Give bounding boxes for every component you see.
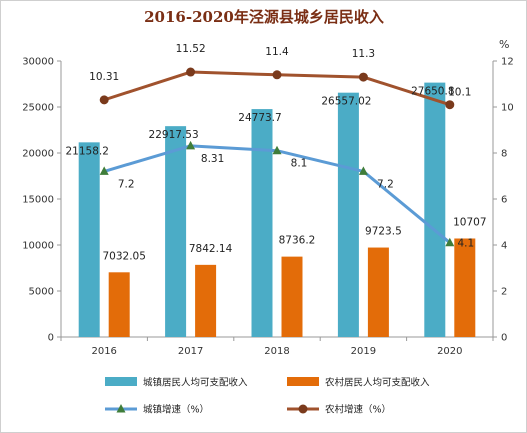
- y-right-tick-label: 4: [501, 241, 507, 252]
- y-left-tick-label: 5000: [29, 287, 54, 298]
- bar-urban: [165, 126, 187, 337]
- x-tick-label: 2016: [91, 346, 116, 357]
- rural-growth-marker: [99, 95, 109, 105]
- urban-growth-label: 7.2: [377, 178, 394, 190]
- rural-growth-label: 10.31: [89, 71, 119, 83]
- lines: [99, 67, 455, 247]
- bar-data-label: 7032.05: [102, 250, 145, 262]
- rural-growth-marker: [445, 100, 455, 110]
- rural-growth-label: 11.3: [352, 48, 375, 60]
- y-right-tick-label: 2: [501, 287, 507, 298]
- legend-label: 农村居民人均可支配收入: [325, 377, 430, 389]
- urban-growth-marker: [272, 145, 282, 155]
- urban-growth-label: 7.2: [118, 178, 135, 190]
- y-left-tick-label: 20000: [22, 149, 54, 160]
- bar-rural: [195, 264, 217, 337]
- y-left-tick-label: 10000: [22, 241, 54, 252]
- data-labels: 21158.2 22917.53 24773.7 26557.02 27650.8 703…: [65, 43, 486, 262]
- bar-urban: [78, 142, 100, 337]
- bar-data-label: 8736.2: [279, 235, 316, 247]
- axes: 0 5000 10000 15000 20000 25000 30000 0 2 4 6 8 10 12%…: [22, 38, 514, 357]
- bar-rural: [367, 247, 389, 337]
- x-tick-label: 2020: [437, 346, 462, 357]
- y-right-tick-label: 10: [501, 103, 514, 114]
- y-left-tick-label: 25000: [22, 103, 54, 114]
- urban-growth-marker: [358, 166, 368, 175]
- legend-label: 城镇居民人均可支配收入: [143, 377, 248, 389]
- rural-growth-label: 11.4: [265, 46, 289, 58]
- urban-growth-label: 4.1: [457, 238, 474, 250]
- rural-growth-label: 10.1: [448, 87, 471, 99]
- bar-rural: [281, 256, 303, 337]
- bar-data-label: 27650.8: [411, 86, 454, 98]
- y-right-tick-label: 0: [501, 333, 507, 344]
- y-left-tick-label: 30000: [22, 57, 54, 68]
- legend-swatch: [105, 377, 137, 386]
- legend-label: 城镇增速（%）: [143, 404, 209, 416]
- chart-title: 2016-2020年泾源县城乡居民收入: [144, 8, 384, 26]
- y-right-tick-label: 6: [501, 195, 507, 206]
- rural-growth-marker: [358, 72, 368, 82]
- urban-growth-marker: [445, 237, 455, 247]
- legend-label: 农村增速（%）: [325, 404, 391, 416]
- bar-rural: [108, 272, 130, 337]
- legend-marker: [298, 404, 308, 414]
- x-tick-label: 2017: [178, 346, 203, 357]
- y-left-tick-label: 15000: [22, 195, 54, 206]
- bar-data-label: 10707: [453, 216, 486, 228]
- bar-data-label: 21158.2: [65, 145, 108, 157]
- urban-growth-label: 8.1: [291, 158, 308, 170]
- bar-urban: [337, 92, 359, 337]
- rural-growth-marker: [186, 67, 196, 77]
- bar-urban: [424, 82, 446, 337]
- bar-rural: [454, 238, 476, 337]
- bar-data-label: 24773.7: [238, 112, 281, 124]
- x-tick-label: 2019: [351, 346, 376, 357]
- bars: [78, 82, 476, 337]
- urban-growth-marker: [186, 140, 196, 150]
- y-left-tick-label: 0: [48, 333, 54, 344]
- y-right-unit: %: [499, 38, 509, 51]
- y-right-tick-label: 12: [501, 57, 514, 68]
- rural-growth-marker: [272, 70, 282, 80]
- urban-growth-marker: [99, 166, 109, 175]
- legend-swatch: [287, 377, 319, 386]
- x-tick-label: 2018: [264, 346, 289, 357]
- bar-data-label: 9723.5: [365, 226, 402, 238]
- y-right-tick-label: 8: [501, 149, 507, 160]
- rural-growth-label: 11.52: [176, 43, 206, 55]
- legend-marker: [116, 404, 126, 413]
- bar-data-label: 22917.53: [149, 129, 199, 141]
- bar-data-label: 26557.02: [321, 96, 371, 108]
- bar-urban: [251, 109, 273, 337]
- urban-growth-label: 8.31: [201, 153, 224, 165]
- bar-data-label: 7842.14: [189, 243, 233, 255]
